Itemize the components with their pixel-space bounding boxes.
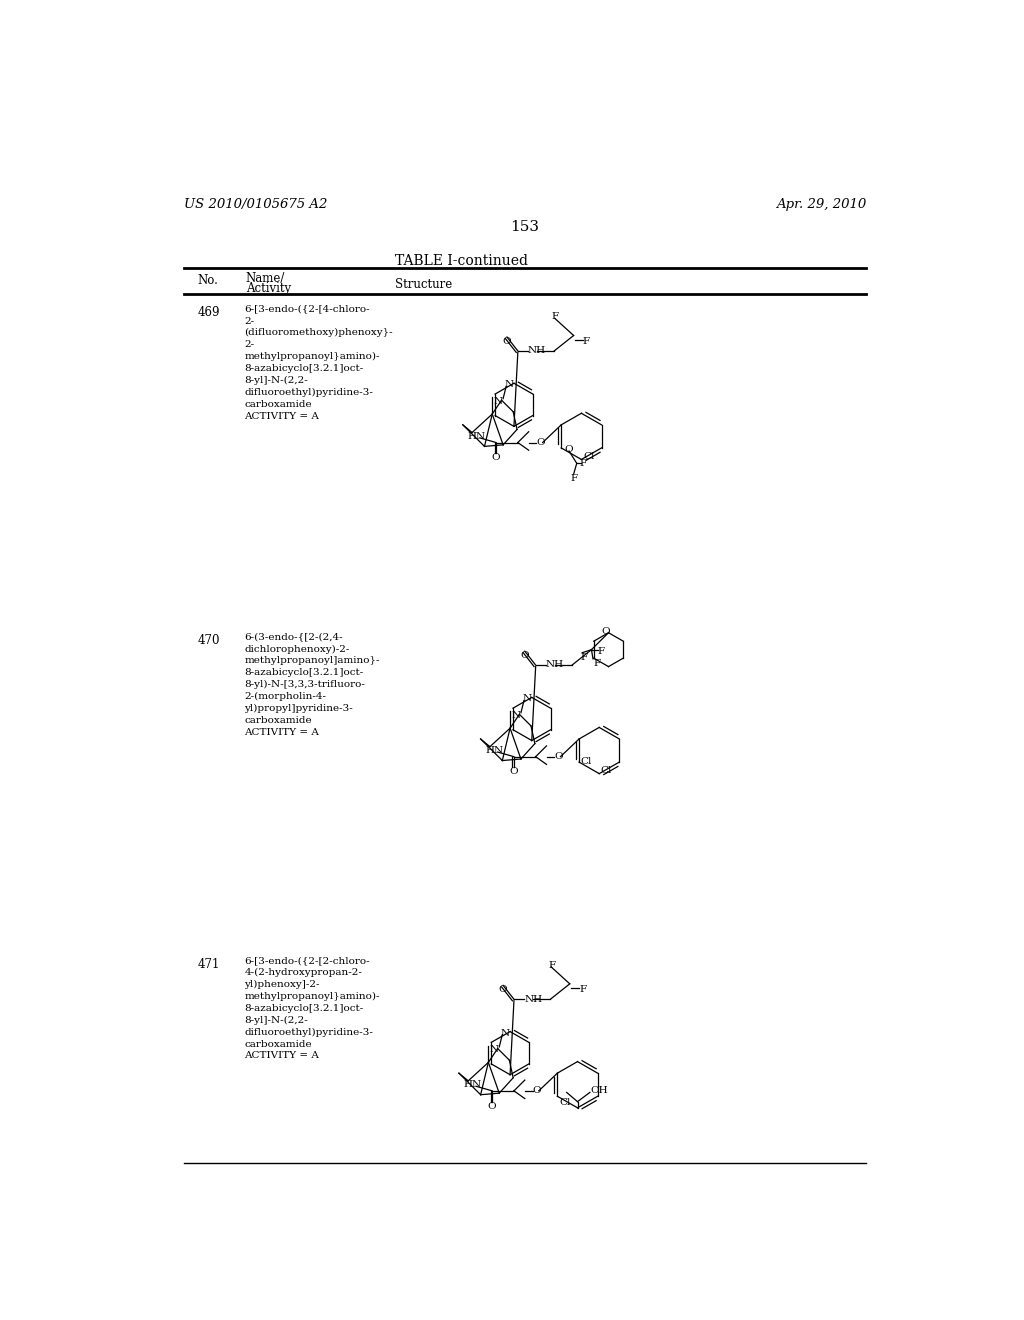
Text: Name/: Name/	[246, 272, 285, 285]
Text: F: F	[583, 337, 590, 346]
Text: N: N	[512, 711, 521, 721]
Text: O: O	[503, 337, 511, 346]
Text: N: N	[501, 1028, 510, 1038]
Text: N: N	[489, 1045, 499, 1055]
Text: O: O	[554, 752, 563, 762]
Text: TABLE I-continued: TABLE I-continued	[394, 253, 527, 268]
Text: 6-[3-endo-({2-[2-chloro-
4-(2-hydroxypropan-2-
yl)phenoxy]-2-
methylpropanoyl}am: 6-[3-endo-({2-[2-chloro- 4-(2-hydroxypro…	[245, 956, 380, 1060]
Text: F: F	[581, 653, 588, 661]
Text: Apr. 29, 2010: Apr. 29, 2010	[775, 198, 866, 211]
Text: Cl: Cl	[559, 1098, 570, 1106]
Text: O: O	[487, 1102, 497, 1110]
Text: N: N	[522, 694, 531, 704]
Text: F: F	[593, 659, 600, 668]
Text: O: O	[601, 627, 609, 635]
Text: 471: 471	[198, 958, 220, 970]
Text: F: F	[579, 985, 586, 994]
Text: 6-[3-endo-({2-[4-chloro-
2-
(difluoromethoxy)phenoxy}-
2-
methylpropanoyl}amino): 6-[3-endo-({2-[4-chloro- 2- (difluoromet…	[245, 305, 393, 421]
Text: Cl: Cl	[583, 451, 594, 461]
Text: O: O	[532, 1086, 541, 1096]
Text: O: O	[492, 453, 500, 462]
Text: O: O	[520, 651, 528, 660]
Text: F: F	[570, 474, 578, 483]
Text: NH: NH	[524, 995, 542, 1003]
Text: HN: HN	[464, 1080, 481, 1089]
Text: NH: NH	[528, 346, 546, 355]
Text: NH: NH	[546, 660, 564, 669]
Text: Activity: Activity	[246, 281, 291, 294]
Text: F: F	[598, 647, 605, 656]
Text: 153: 153	[510, 220, 540, 234]
Text: 470: 470	[198, 635, 220, 647]
Text: No.: No.	[198, 275, 219, 286]
Text: Structure: Structure	[395, 277, 453, 290]
Text: N: N	[494, 397, 503, 407]
Text: 6-(3-endo-{[2-(2,4-
dichlorophenoxy)-2-
methylpropanoyl]amino}-
8-azabicyclo[3.2: 6-(3-endo-{[2-(2,4- dichlorophenoxy)-2- …	[245, 632, 380, 737]
Text: N: N	[505, 380, 514, 389]
Text: HN: HN	[467, 432, 485, 441]
Text: Cl: Cl	[601, 766, 612, 775]
Text: OH: OH	[590, 1086, 607, 1096]
Text: O: O	[499, 985, 507, 994]
Text: O: O	[564, 445, 573, 454]
Text: O: O	[509, 767, 518, 776]
Text: 469: 469	[198, 306, 220, 319]
Text: F: F	[552, 313, 559, 321]
Text: F: F	[548, 961, 555, 970]
Text: Cl: Cl	[581, 758, 592, 767]
Text: HN: HN	[485, 746, 504, 755]
Text: O: O	[537, 438, 545, 447]
Text: F: F	[580, 459, 587, 467]
Text: US 2010/0105675 A2: US 2010/0105675 A2	[183, 198, 328, 211]
